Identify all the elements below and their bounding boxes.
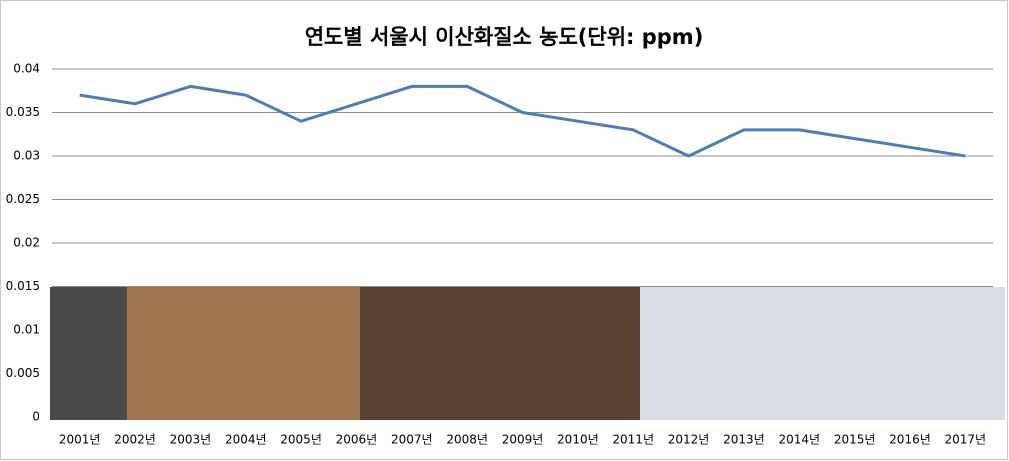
y-tick-label: 0.025: [6, 192, 40, 206]
chart-title: 연도별 서울시 이산화질소 농도(단위: ppm): [305, 25, 704, 49]
y-tick-label: 0.02: [13, 236, 40, 250]
x-tick-label: 2014년: [778, 433, 820, 447]
y-tick-label: 0.01: [13, 323, 40, 337]
y-tick-label: 0: [32, 410, 40, 424]
x-tick-label: 2008년: [446, 433, 488, 447]
x-tick-label: 2017년: [945, 433, 987, 447]
x-tick-label: 2010년: [557, 433, 599, 447]
x-tick-label: 2016년: [889, 433, 931, 447]
x-tick-label: 2006년: [336, 433, 378, 447]
photo: [640, 287, 1005, 420]
x-tick-label: 2003년: [170, 433, 212, 447]
data-line: [79, 84, 966, 158]
x-tick-label: 2013년: [723, 433, 765, 447]
x-tick-label: 2012년: [668, 433, 710, 447]
photo: [360, 287, 640, 420]
x-tick-label: 2007년: [391, 433, 433, 447]
y-tick-label: 0.04: [13, 62, 40, 76]
x-tick-label: 2009년: [502, 433, 544, 447]
photos: [50, 287, 1005, 420]
y-tick-label: 0.015: [6, 279, 40, 293]
photo: [50, 287, 127, 420]
y-tick-label: 0.035: [6, 105, 40, 119]
y-tick-label: 0.03: [13, 149, 40, 163]
x-tick-label: 2015년: [834, 433, 876, 447]
x-tick-label: 2002년: [114, 433, 156, 447]
y-tick-label: 0.005: [6, 366, 40, 380]
x-tick-label: 2005년: [280, 433, 322, 447]
marks: [79, 84, 966, 158]
photo: [127, 287, 360, 420]
x-tick-label: 2004년: [225, 433, 267, 447]
x-tick-label: 2011년: [612, 433, 654, 447]
x-tick-label: 2001년: [59, 433, 101, 447]
